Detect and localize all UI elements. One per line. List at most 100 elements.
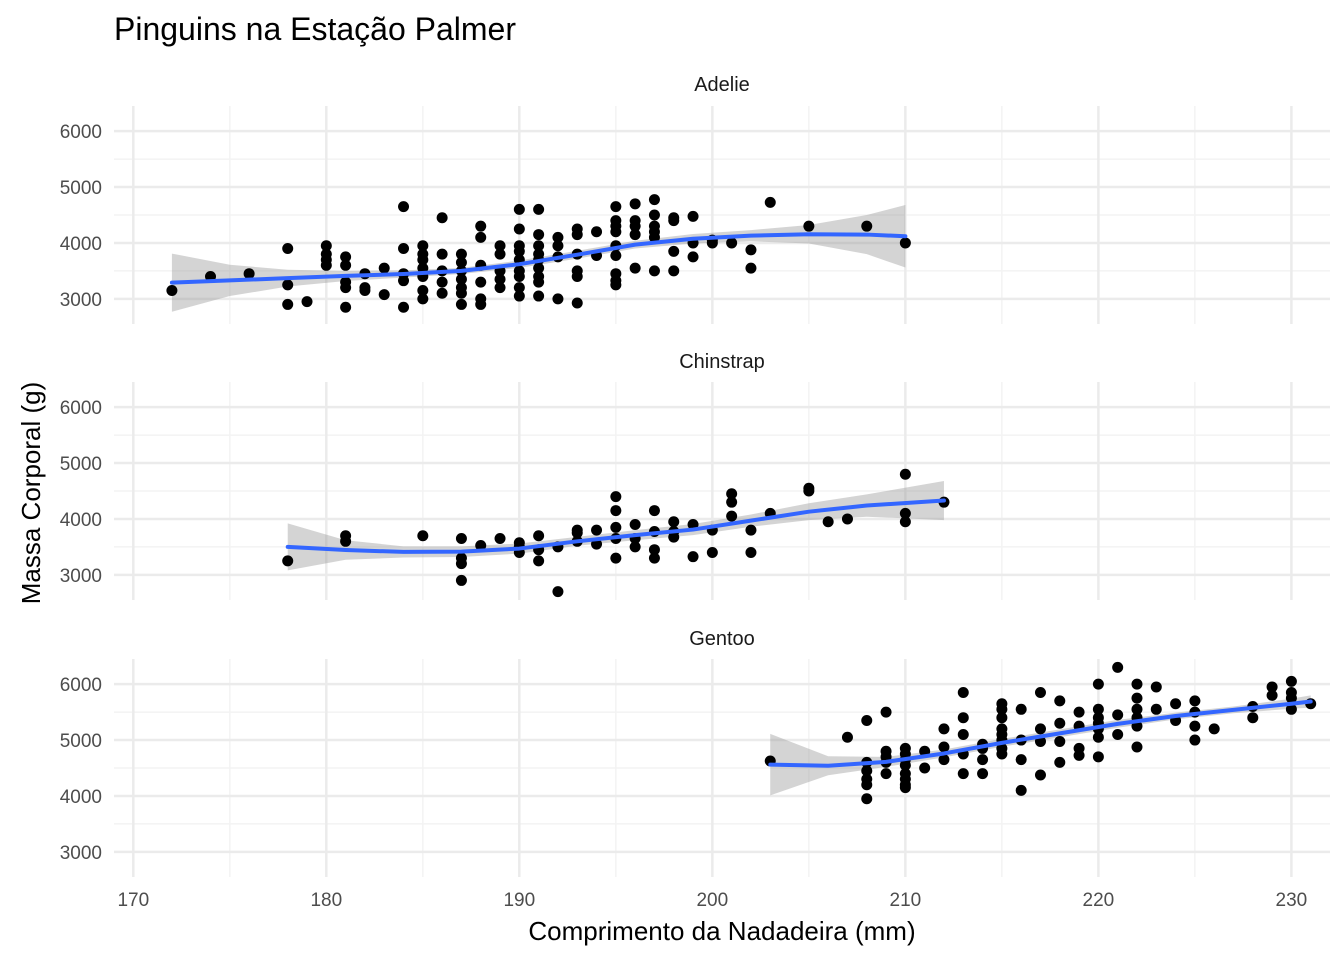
data-point bbox=[861, 220, 873, 232]
data-point bbox=[571, 297, 583, 309]
data-point bbox=[243, 268, 255, 280]
data-point bbox=[1073, 706, 1085, 718]
data-point bbox=[398, 301, 410, 313]
data-point bbox=[1054, 695, 1066, 707]
data-point bbox=[475, 276, 487, 288]
y-tick-label: 6000 bbox=[60, 122, 102, 143]
x-tick-label: 170 bbox=[117, 890, 149, 911]
data-point bbox=[398, 275, 410, 287]
data-point bbox=[996, 748, 1008, 760]
data-point bbox=[494, 282, 506, 294]
data-point bbox=[687, 251, 699, 263]
data-point bbox=[899, 468, 911, 480]
data-point bbox=[938, 754, 950, 766]
data-point bbox=[629, 541, 641, 553]
data-point bbox=[648, 209, 660, 221]
data-point bbox=[899, 759, 911, 771]
data-point bbox=[899, 516, 911, 528]
data-point bbox=[726, 496, 738, 508]
data-point bbox=[359, 284, 371, 296]
y-tick-label: 5000 bbox=[60, 731, 102, 752]
data-point bbox=[494, 533, 506, 545]
data-point bbox=[340, 251, 352, 263]
data-point bbox=[1112, 661, 1124, 673]
data-point bbox=[417, 293, 429, 305]
data-point bbox=[938, 741, 950, 753]
data-point bbox=[455, 533, 467, 545]
data-point bbox=[417, 240, 429, 252]
data-point bbox=[1266, 681, 1278, 693]
data-point bbox=[1054, 717, 1066, 729]
data-point bbox=[340, 535, 352, 547]
data-point bbox=[610, 491, 622, 503]
data-point bbox=[803, 220, 815, 232]
data-point bbox=[841, 513, 853, 525]
data-point bbox=[861, 765, 873, 777]
data-point bbox=[610, 279, 622, 291]
data-point bbox=[591, 524, 603, 536]
y-tick-label: 5000 bbox=[60, 178, 102, 199]
data-point bbox=[1015, 784, 1027, 796]
data-point bbox=[417, 284, 429, 296]
data-point bbox=[648, 194, 660, 206]
smooth-line bbox=[285, 498, 946, 554]
facet-panels: Adelie 3000 4000 5000 6000 Chinstrap 3000 4000 5… bbox=[60, 74, 1330, 877]
x-tick-label: 200 bbox=[696, 890, 728, 911]
data-point bbox=[533, 203, 545, 215]
data-point bbox=[513, 290, 525, 302]
data-point bbox=[513, 270, 525, 282]
data-point bbox=[436, 287, 448, 299]
data-point bbox=[513, 203, 525, 215]
data-point bbox=[417, 254, 429, 266]
chart-title: Pinguins na Estação Palmer bbox=[114, 11, 516, 47]
data-point bbox=[880, 706, 892, 718]
data-point bbox=[320, 240, 332, 252]
data-point bbox=[301, 296, 313, 308]
data-point bbox=[1266, 689, 1278, 701]
data-point bbox=[629, 262, 641, 274]
data-point bbox=[1034, 769, 1046, 781]
data-point bbox=[1092, 751, 1104, 763]
data-point bbox=[513, 223, 525, 235]
data-point bbox=[552, 586, 564, 598]
x-tick-label: 190 bbox=[503, 890, 535, 911]
data-point bbox=[320, 259, 332, 271]
data-point bbox=[629, 519, 641, 531]
confidence-ribbon bbox=[287, 480, 944, 571]
data-point bbox=[533, 229, 545, 241]
data-point bbox=[745, 244, 757, 256]
y-tick-label: 6000 bbox=[60, 675, 102, 696]
x-tick-label: 220 bbox=[1083, 890, 1115, 911]
x-tick-label: 210 bbox=[890, 890, 922, 911]
data-point bbox=[282, 298, 294, 310]
data-point bbox=[1131, 741, 1143, 753]
data-point bbox=[571, 527, 583, 539]
data-point bbox=[957, 728, 969, 740]
y-tick-label: 5000 bbox=[60, 454, 102, 475]
data-point bbox=[745, 262, 757, 274]
x-axis-ticks: 170 180 190 200 210 220 230 bbox=[117, 890, 1307, 911]
data-point bbox=[957, 712, 969, 724]
data-point bbox=[455, 287, 467, 299]
data-point bbox=[494, 248, 506, 260]
data-point bbox=[1131, 678, 1143, 690]
data-point bbox=[571, 229, 583, 241]
data-point bbox=[571, 270, 583, 282]
x-tick-label: 230 bbox=[1276, 890, 1308, 911]
data-point bbox=[282, 555, 294, 567]
data-point bbox=[552, 240, 564, 252]
data-point bbox=[1073, 749, 1085, 761]
data-point bbox=[533, 262, 545, 274]
facet-panel-gentoo: Gentoo 3000 4000 5000 6000 bbox=[60, 628, 1330, 877]
data-point bbox=[436, 212, 448, 224]
data-point bbox=[455, 248, 467, 260]
data-point bbox=[648, 231, 660, 243]
data-point bbox=[880, 768, 892, 780]
data-point bbox=[552, 231, 564, 243]
y-tick-label: 3000 bbox=[60, 843, 102, 864]
data-point bbox=[1150, 703, 1162, 715]
data-point bbox=[957, 768, 969, 780]
data-point bbox=[1285, 703, 1297, 715]
